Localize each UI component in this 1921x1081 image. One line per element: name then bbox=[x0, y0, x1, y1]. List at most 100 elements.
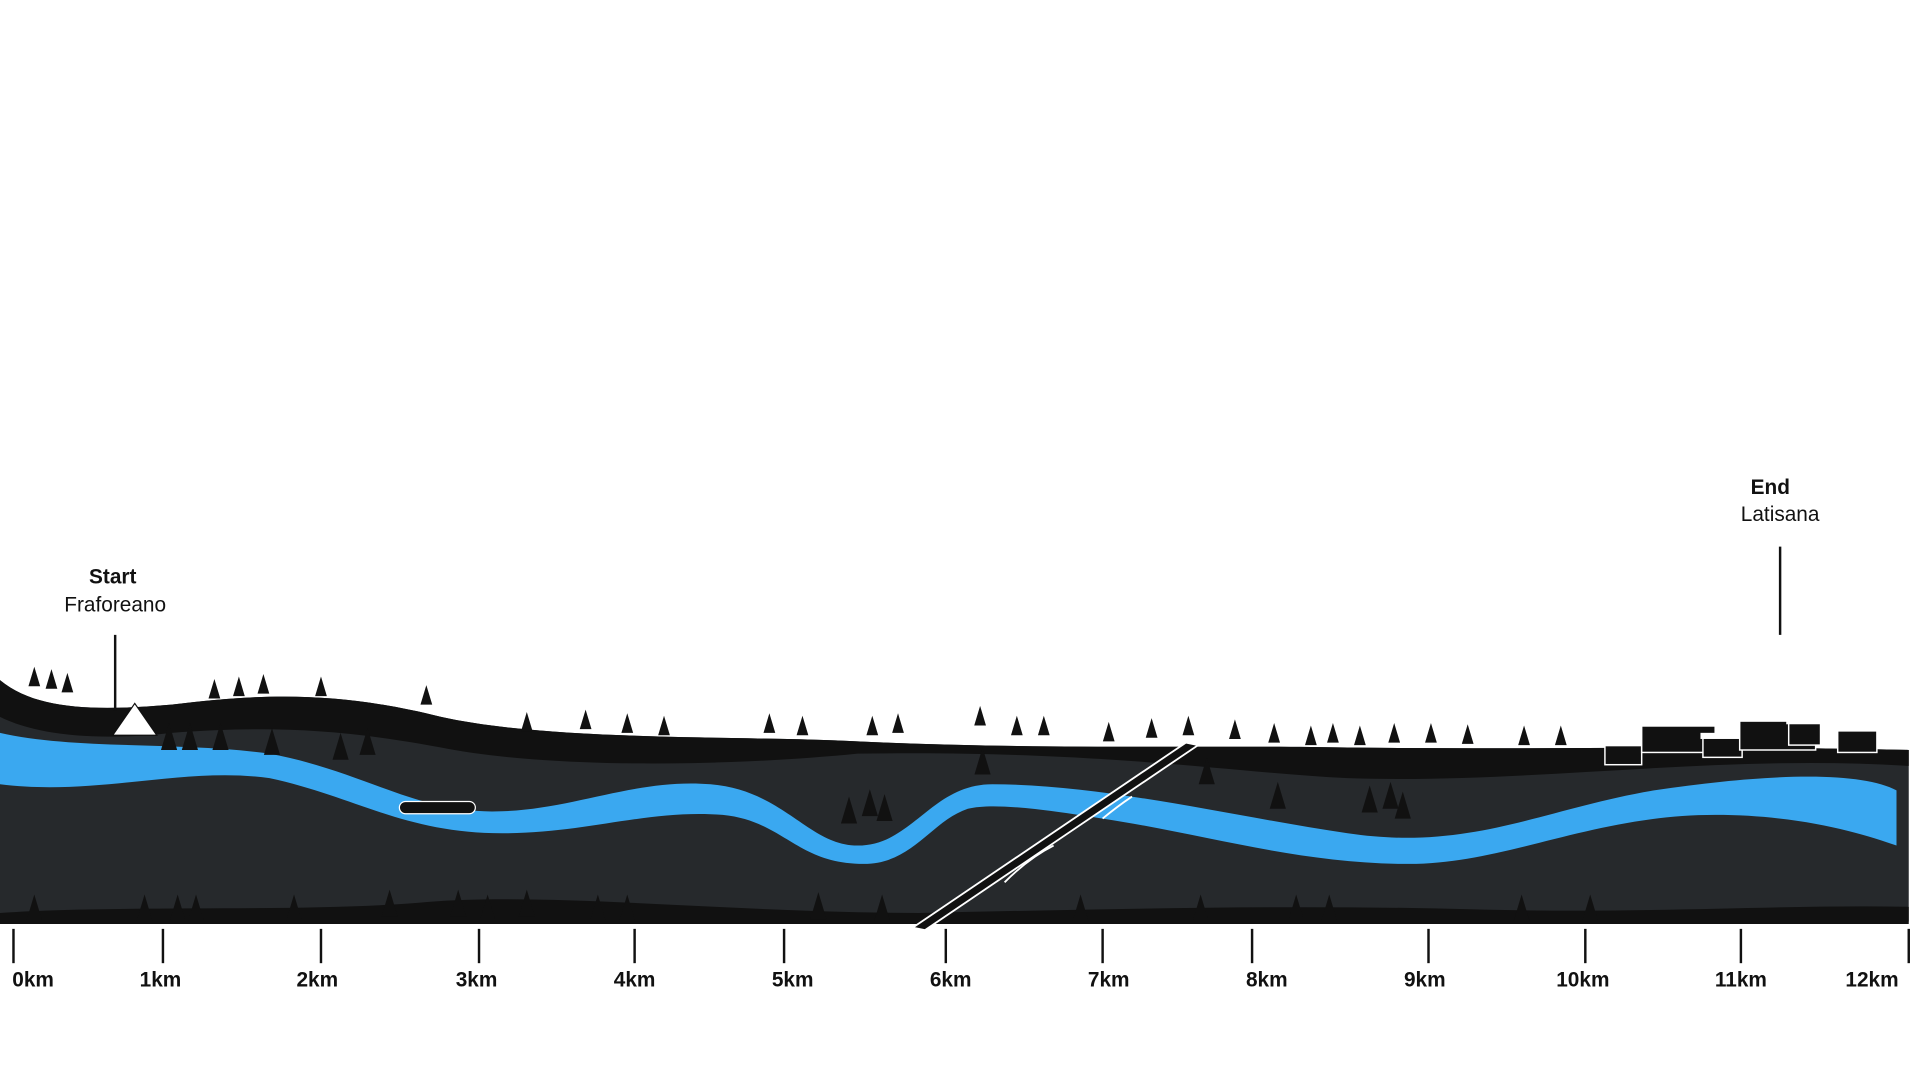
tree bbox=[1388, 723, 1401, 743]
roof bbox=[1835, 725, 1880, 732]
house bbox=[1836, 729, 1878, 754]
tree bbox=[169, 894, 186, 922]
scale-label: 7km bbox=[1088, 968, 1130, 991]
tree bbox=[1394, 791, 1411, 819]
tree bbox=[1037, 715, 1050, 736]
tree bbox=[315, 676, 327, 697]
house bbox=[1702, 737, 1743, 759]
tree bbox=[208, 678, 221, 699]
tent bbox=[111, 702, 158, 736]
forest bbox=[26, 666, 1599, 922]
tree bbox=[1513, 894, 1530, 922]
tree bbox=[1327, 723, 1339, 743]
scale-label: 8km bbox=[1246, 968, 1288, 991]
tree bbox=[381, 889, 398, 917]
tree bbox=[61, 672, 74, 693]
tree bbox=[763, 713, 776, 733]
start-title: Start bbox=[89, 565, 136, 588]
tree bbox=[45, 669, 58, 689]
village bbox=[1602, 715, 1880, 766]
tree bbox=[1192, 894, 1209, 922]
tree bbox=[233, 676, 245, 697]
tree bbox=[796, 715, 809, 736]
tree bbox=[810, 892, 827, 920]
tree bbox=[619, 894, 636, 922]
roof bbox=[1602, 740, 1645, 747]
scale-label: 2km bbox=[296, 968, 338, 991]
tree bbox=[1269, 781, 1286, 809]
tree bbox=[1305, 725, 1317, 746]
tree bbox=[257, 674, 270, 694]
tree bbox=[861, 789, 878, 817]
tree bbox=[1198, 757, 1215, 785]
river bbox=[0, 732, 1897, 864]
house bbox=[1787, 722, 1822, 746]
scale-label: 10km bbox=[1556, 968, 1609, 991]
tree bbox=[1010, 715, 1023, 736]
tree bbox=[874, 894, 891, 922]
scale-label: 5km bbox=[772, 968, 814, 991]
tree bbox=[1072, 894, 1089, 922]
tree bbox=[1321, 894, 1338, 922]
tree bbox=[160, 723, 178, 750]
tree bbox=[579, 709, 592, 730]
tree bbox=[212, 723, 229, 750]
start-place: Fraforeano bbox=[64, 594, 166, 617]
tree bbox=[450, 889, 467, 917]
tree bbox=[1361, 785, 1378, 813]
roof bbox=[1700, 732, 1745, 739]
scale-label: 3km bbox=[456, 968, 498, 991]
foreground bbox=[0, 899, 1909, 924]
tree bbox=[479, 894, 496, 922]
distance-scale: 0km 1km 2km 3km 4km 5km 6km 7km 8km 9km 10km 11km 12… bbox=[12, 928, 1910, 991]
tree bbox=[332, 732, 349, 760]
tree bbox=[420, 685, 433, 705]
roof bbox=[1639, 720, 1718, 727]
scale-label: 11km bbox=[1715, 968, 1767, 991]
tree bbox=[1102, 721, 1115, 742]
tree bbox=[1288, 894, 1305, 922]
scale-label: 0km bbox=[12, 968, 54, 991]
tree bbox=[1145, 718, 1158, 738]
tree bbox=[974, 747, 991, 775]
roof bbox=[1737, 715, 1819, 722]
raft bbox=[398, 800, 476, 815]
scale-label: 6km bbox=[930, 968, 972, 991]
end-place: Latisana bbox=[1741, 503, 1820, 526]
tree bbox=[1554, 725, 1567, 746]
scale-label: 1km bbox=[140, 968, 182, 991]
tree bbox=[518, 889, 535, 917]
tree bbox=[359, 727, 376, 755]
tree bbox=[285, 894, 303, 922]
tree bbox=[589, 894, 606, 922]
tree bbox=[1582, 894, 1599, 922]
end-title: End bbox=[1751, 476, 1790, 499]
bridge bbox=[910, 741, 1201, 932]
tree bbox=[263, 727, 281, 755]
tree bbox=[1425, 723, 1437, 743]
tree bbox=[1518, 725, 1530, 746]
tree bbox=[26, 894, 43, 922]
scale-label: 4km bbox=[614, 968, 656, 991]
tree bbox=[1354, 725, 1366, 746]
tree bbox=[621, 713, 634, 733]
tree bbox=[28, 666, 41, 687]
tree bbox=[520, 712, 533, 732]
scale-label: 9km bbox=[1404, 968, 1446, 991]
tree bbox=[1461, 724, 1474, 744]
tree bbox=[1229, 719, 1241, 739]
tree bbox=[1182, 715, 1195, 736]
tree bbox=[866, 715, 879, 736]
roof bbox=[1786, 718, 1823, 725]
tree bbox=[658, 715, 670, 736]
tree bbox=[974, 705, 986, 726]
tree bbox=[181, 723, 198, 750]
tree bbox=[1382, 781, 1399, 809]
tree bbox=[892, 713, 904, 733]
tree bbox=[136, 894, 153, 922]
tree bbox=[876, 794, 893, 822]
house bbox=[1604, 744, 1643, 766]
